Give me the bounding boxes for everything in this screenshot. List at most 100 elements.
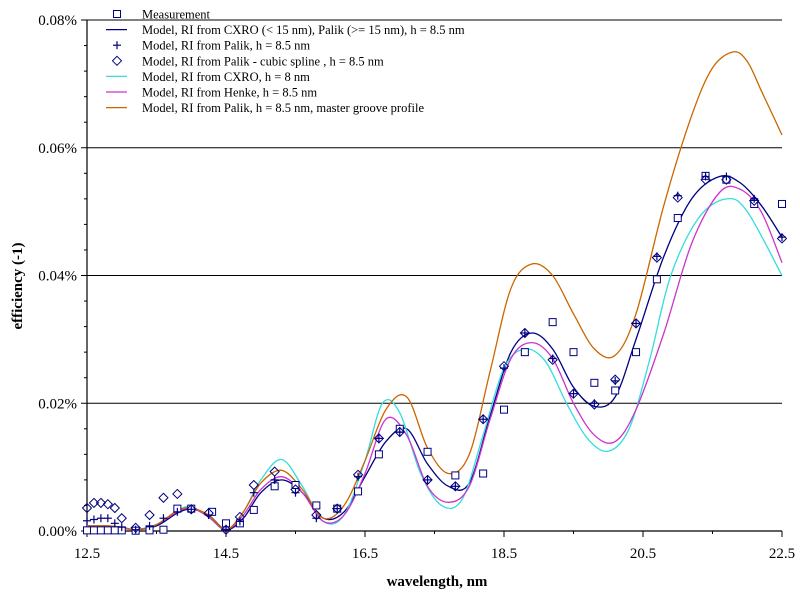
data-point-2-3 (103, 514, 112, 523)
grid-layer (87, 19, 782, 404)
data-point-3-13 (234, 511, 246, 523)
data-point-0-29 (590, 378, 599, 387)
data-point-0-37 (778, 199, 786, 208)
data-point-2-24 (479, 415, 488, 424)
data-point-2-4 (110, 519, 119, 528)
legend-item-3: Model, RI from Palik - cubic spline , h … (111, 54, 384, 68)
data-point-2-7 (145, 521, 154, 530)
y-tick-label: 0.02% (38, 396, 77, 412)
data-point-3-37 (776, 233, 788, 244)
data-point-3-23 (450, 481, 461, 492)
data-point-0-1 (89, 526, 98, 535)
data-point-3-9 (172, 488, 183, 500)
data-point-0-30 (611, 386, 620, 395)
data-point-3-22 (422, 474, 433, 486)
data-point-3-26 (519, 327, 531, 339)
data-point-3-0 (81, 502, 93, 514)
legend-label: Measurement (142, 8, 211, 22)
data-point-2-18 (333, 504, 342, 513)
data-point-3-24 (477, 414, 489, 425)
series-4 (86, 197, 783, 531)
data-point-3-17 (311, 509, 322, 521)
series-5 (86, 185, 783, 531)
data-point-0-14 (249, 505, 258, 514)
legend-item-2: Model, RI from Palik, h = 8.5 nm (113, 39, 310, 53)
data-point-0-32 (652, 275, 661, 284)
data-point-3-12 (220, 524, 232, 535)
y-tick-label: 0.06% (38, 141, 77, 157)
data-point-3-25 (498, 360, 510, 372)
data-point-2-2 (96, 514, 105, 523)
series-line-1 (86, 175, 783, 531)
x-tick-label: 22.5 (769, 546, 795, 562)
data-point-2-17 (312, 514, 321, 523)
legend-label: Model, RI from Palik - cubic spline , h … (142, 54, 384, 68)
data-point-0-19 (354, 487, 363, 496)
y-tick-label: 0.08% (38, 13, 77, 29)
x-tick-label: 20.5 (630, 546, 656, 562)
data-point-2-8 (159, 514, 168, 523)
series-layer (81, 51, 788, 535)
data-point-2-21 (395, 427, 404, 436)
data-point-2-16 (291, 488, 300, 497)
data-point-3-14 (248, 479, 260, 491)
x-tick-label: 14.5 (213, 546, 239, 562)
data-point-0-33 (673, 214, 682, 223)
data-point-3-2 (95, 497, 107, 509)
data-point-3-36 (748, 195, 760, 206)
data-point-3-10 (186, 504, 197, 515)
legend-label: Model, RI from CXRO, h = 8 nm (142, 70, 310, 84)
series-line-6 (86, 51, 783, 531)
x-tick-label: 18.5 (491, 546, 517, 562)
data-point-3-19 (352, 469, 364, 480)
data-point-3-3 (102, 498, 114, 510)
data-point-3-7 (144, 509, 155, 521)
data-point-2-28 (569, 389, 578, 398)
data-point-0-27 (548, 318, 557, 327)
data-point-3-11 (203, 507, 214, 519)
data-point-3-30 (609, 374, 621, 385)
series-1 (86, 175, 783, 531)
data-point-3-1 (88, 497, 100, 509)
data-point-3-29 (589, 399, 600, 410)
data-point-2-20 (374, 434, 383, 443)
legend-item-1: Model, RI from CXRO (< 15 nm), Palik (>=… (106, 23, 465, 37)
legend-item-4: Model, RI from CXRO, h = 8 nm (106, 70, 310, 84)
data-point-2-9 (173, 507, 182, 516)
y-tick-label: 0.04% (38, 269, 77, 285)
legend-swatch (111, 55, 123, 67)
series-6 (86, 51, 783, 531)
series-line-4 (86, 197, 783, 531)
data-point-2-1 (89, 515, 98, 524)
legend-label: Model, RI from Henke, h = 8.5 nm (142, 86, 317, 100)
data-point-0-25 (500, 405, 508, 414)
series-2 (83, 172, 786, 534)
data-point-3-18 (331, 503, 343, 514)
data-point-0-20 (374, 450, 383, 459)
legend-swatch (113, 10, 121, 18)
data-point-0-4 (110, 526, 119, 535)
data-point-0-3 (103, 526, 112, 535)
data-point-3-28 (568, 388, 579, 399)
data-point-2-23 (451, 482, 460, 491)
data-point-3-21 (394, 426, 405, 438)
data-point-2-10 (187, 505, 196, 514)
data-point-2-15 (270, 475, 279, 484)
data-point-3-4 (109, 502, 121, 514)
legend-label: Model, RI from Palik, h = 8.5 nm (142, 39, 310, 53)
x-tick-label: 16.5 (352, 546, 378, 562)
data-point-0-26 (520, 348, 529, 357)
data-point-0-22 (423, 447, 432, 456)
tick-labels: 0.00% 0.02% 0.04% 0.06% 0.08% 12.5 14.5 16.5 18.… (38, 13, 795, 562)
data-point-2-22 (423, 475, 432, 484)
data-point-0-28 (569, 348, 578, 357)
series-0 (83, 171, 786, 535)
data-point-3-16 (290, 484, 301, 495)
data-point-2-5 (117, 523, 126, 532)
data-point-2-35 (722, 172, 731, 181)
data-point-2-34 (701, 172, 710, 181)
axes-layer (81, 19, 783, 537)
data-point-0-23 (451, 471, 460, 480)
